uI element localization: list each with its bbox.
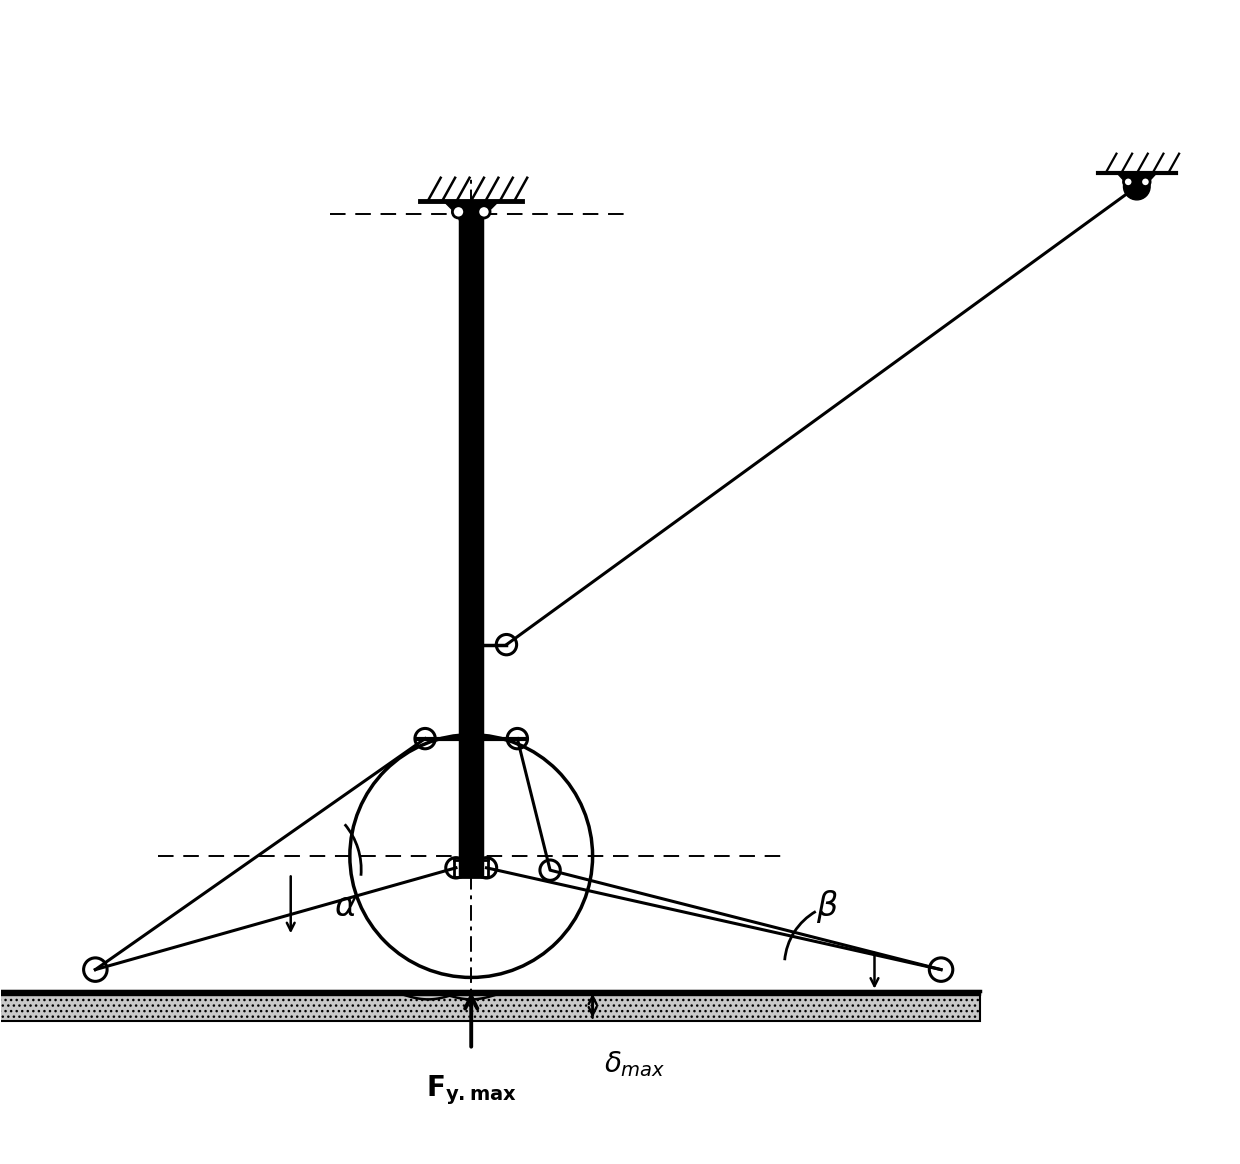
Text: $\mathbf{F_{y.max}}$: $\mathbf{F_{y.max}}$ [425, 1073, 517, 1107]
Circle shape [1123, 173, 1151, 200]
Polygon shape [1117, 173, 1157, 194]
Circle shape [453, 206, 465, 218]
Circle shape [1141, 177, 1151, 186]
Circle shape [477, 206, 490, 218]
Circle shape [1123, 177, 1133, 186]
Text: $\alpha$: $\alpha$ [334, 890, 357, 923]
Circle shape [458, 200, 485, 227]
Polygon shape [443, 200, 500, 228]
Text: $\beta$: $\beta$ [816, 888, 838, 925]
Bar [0, 991, 980, 1021]
Text: $\delta_{max}$: $\delta_{max}$ [604, 1050, 666, 1079]
